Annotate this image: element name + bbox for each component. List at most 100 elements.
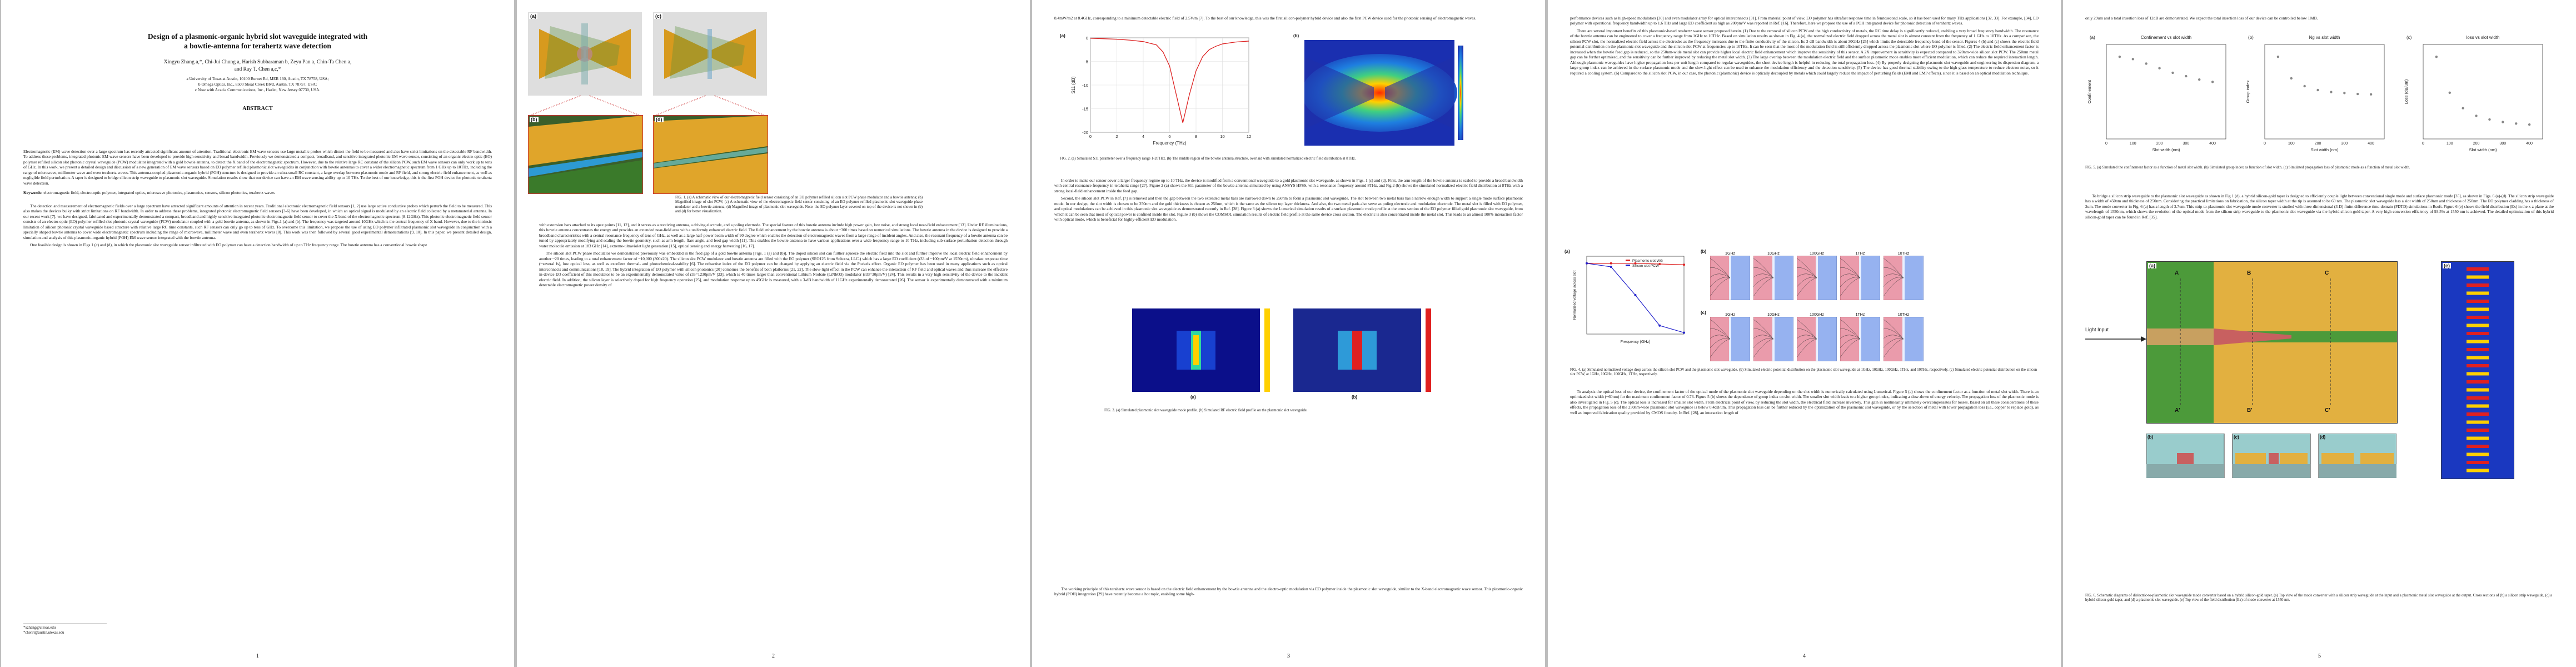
affiliation-2: b Omega Optics, Inc., 8500 Shoal Creek B… bbox=[198, 82, 317, 87]
fig4c-field-image bbox=[1883, 316, 1924, 362]
chart-title: Ng vs slot width bbox=[2309, 35, 2340, 40]
page-number: 4 bbox=[1803, 653, 1806, 659]
fig6-marker-C: C bbox=[2325, 270, 2329, 276]
y-axis-label: Loss (dB/um) bbox=[2404, 79, 2409, 104]
page5-body: To bridge a silicon strip waveguide to t… bbox=[2085, 193, 2554, 220]
s11-series-line bbox=[1090, 38, 1249, 123]
confinement-chart: Confinement vs slot width (a) 0 100 200 300 40… bbox=[2087, 35, 2226, 152]
y-tick-label: -10 bbox=[1082, 83, 1088, 88]
fig1-panel-d: (d) bbox=[653, 115, 768, 194]
field-distribution-ex-image bbox=[2442, 262, 2514, 479]
panel-label: (a) bbox=[2090, 35, 2095, 40]
paper-title: Design of a plasmonic-organic hybrid slo… bbox=[40, 32, 475, 51]
data-point bbox=[2528, 123, 2531, 126]
legend-plasmonic: Plasmonic slot WG bbox=[1632, 259, 1663, 263]
fig1-label-d: (d) bbox=[655, 117, 664, 122]
x-tick-label: 200 bbox=[2315, 142, 2321, 146]
fig6-caption: FIG. 6. Schematic diagrams of dielectric… bbox=[2085, 594, 2552, 603]
fig1-caption: FIG. 1. (a) A schematic view of our elec… bbox=[675, 196, 923, 214]
fig4c-map: 10THz bbox=[1883, 313, 1924, 363]
legend-silicon: Silicon slot PCW bbox=[1632, 264, 1660, 268]
fig6-label-d: (d) bbox=[2320, 435, 2326, 440]
fig4b-map: 10GHz bbox=[1753, 252, 1794, 302]
y-axis-label: S11 (dB) bbox=[1071, 76, 1076, 93]
fig4-label-a: (a) bbox=[1564, 249, 1570, 254]
fig4c-frequency-label: 10GHz bbox=[1767, 313, 1780, 317]
affiliation-1: a University of Texas at Austin, 10100 B… bbox=[186, 76, 329, 82]
s11-chart: 0 2 4 6 8 10 12 0 -5 -10 -15 -20 Frequency (THz) S11 … bbox=[1071, 36, 1251, 146]
fig6-panel-e: (e) bbox=[2441, 261, 2514, 479]
fig4b-map: 100GHz bbox=[1796, 252, 1837, 302]
page3-body-3: The working principle of this terahertz … bbox=[1054, 586, 1523, 597]
data-point bbox=[2211, 81, 2214, 83]
fig6-marker-B: B bbox=[2247, 270, 2251, 276]
cross-section-diagrams-image bbox=[2146, 433, 2397, 479]
plasmonic-point bbox=[1683, 263, 1685, 266]
x-tick-label: 100 bbox=[2130, 142, 2136, 146]
page4-body: performance devices such as high-speed m… bbox=[1570, 16, 2039, 26]
data-point bbox=[2488, 118, 2491, 121]
panel-label: (c) bbox=[2406, 35, 2412, 40]
data-point bbox=[2435, 55, 2438, 58]
page4-body-2: There are several important benefits of … bbox=[1570, 28, 2039, 76]
fig4-b-panels: 1GHz 10GHz 100GHz 1THz 10THz bbox=[1710, 252, 1927, 305]
page2-body-2: The silicon slot PCW phase modulator we … bbox=[539, 251, 1008, 288]
data-point bbox=[2303, 84, 2306, 88]
fig6-marker-B-prime: B' bbox=[2247, 407, 2253, 414]
fig4b-field-image bbox=[1710, 255, 1751, 301]
fig6-panel-a: A B C A' B' C' (a) bbox=[2146, 261, 2398, 424]
fig1-label-c: (c) bbox=[654, 13, 662, 19]
fig4c-map: 10GHz bbox=[1753, 313, 1794, 363]
y-tick-label: 0 bbox=[1086, 36, 1088, 41]
title-line-1: Design of a plasmonic-organic hybrid slo… bbox=[147, 32, 368, 41]
x-tick-label: 0 bbox=[2105, 142, 2107, 146]
silicon-point bbox=[1634, 294, 1637, 296]
fig2-caption: FIG. 2. (a) Simulated S11 parameter over… bbox=[1060, 157, 1356, 161]
fig4b-frequency-label: 10THz bbox=[1897, 252, 1910, 256]
authors-line-2: and Ray T. Chen a,c,* bbox=[234, 66, 281, 72]
bowtie-antenna-plasmonic-image bbox=[653, 12, 767, 96]
figure-5: Confinement vs slot width (a) 0 100 200 300 40… bbox=[2085, 32, 2552, 171]
fig4b-frequency-label: 1GHz bbox=[1725, 252, 1735, 256]
x-tick-label: 200 bbox=[2156, 142, 2163, 146]
data-point bbox=[2475, 115, 2478, 117]
fig4b-map: 10THz bbox=[1883, 252, 1924, 302]
page5-top-text: only 29um and a total insertion loss of … bbox=[2085, 16, 2318, 21]
fig4-label-b: (b) bbox=[1701, 249, 1707, 254]
data-point bbox=[2171, 71, 2174, 74]
x-tick-label: 6 bbox=[1168, 134, 1170, 139]
y-axis-label: Normalized voltage across slot bbox=[1573, 271, 1577, 320]
x-tick-label: 2 bbox=[1115, 134, 1118, 139]
bowtie-antenna-pcw-image bbox=[528, 12, 642, 96]
intro-paragraph: The detection and measurement of electro… bbox=[23, 203, 492, 240]
abstract-text: Electromagnetic (EM) wave detection over… bbox=[23, 149, 492, 186]
fig1-panel-c: (c) bbox=[653, 12, 767, 96]
chart-title: Confinement vs slot width bbox=[2141, 35, 2191, 40]
y-axis-label: Group index bbox=[2245, 80, 2250, 103]
data-point bbox=[2276, 55, 2280, 58]
voltage-plot-frame bbox=[1586, 256, 1685, 335]
fig2-label-a: (a) bbox=[1060, 33, 1065, 38]
legend-swatch-silicon bbox=[1626, 265, 1630, 266]
data-point bbox=[2118, 55, 2121, 58]
fig4c-field-image bbox=[1710, 316, 1751, 362]
page-2: (a) (c) bbox=[517, 0, 1030, 667]
fig6-marker-C-prime: C' bbox=[2325, 407, 2330, 414]
intro-paragraph-2: One feasible design is shown in Figs.1 (… bbox=[30, 242, 427, 248]
abstract-heading: ABSTRACT bbox=[242, 106, 273, 112]
footnote-2: *chenrt@austin.utexas.edu bbox=[23, 630, 64, 635]
data-point bbox=[2131, 58, 2134, 61]
x-tick-label: 0 bbox=[1089, 134, 1092, 139]
fig2-label-b: (b) bbox=[1293, 33, 1299, 38]
slot-pcw-magnified-image bbox=[529, 116, 642, 193]
y-tick-label: -20 bbox=[1082, 130, 1088, 135]
fig4-caption: FIG. 4. (a) Simulated normalized voltage… bbox=[1570, 368, 2037, 377]
page3-body: In order to make our sensor cover a larg… bbox=[1054, 178, 1523, 193]
fig4c-map: 1THz bbox=[1840, 313, 1881, 363]
page-number: 1 bbox=[256, 653, 259, 659]
plasmonic-point bbox=[1634, 262, 1637, 265]
page3-body-2: Second, the silicon slot PCW in Ref. [7]… bbox=[1054, 196, 1523, 222]
plot-frame bbox=[2423, 44, 2543, 140]
group-index-chart: Ng vs slot width (b) 0 100 200 300 400 Slot wid… bbox=[2245, 35, 2385, 152]
keywords-text: electromagnetic field, electro-optic pol… bbox=[43, 190, 275, 196]
